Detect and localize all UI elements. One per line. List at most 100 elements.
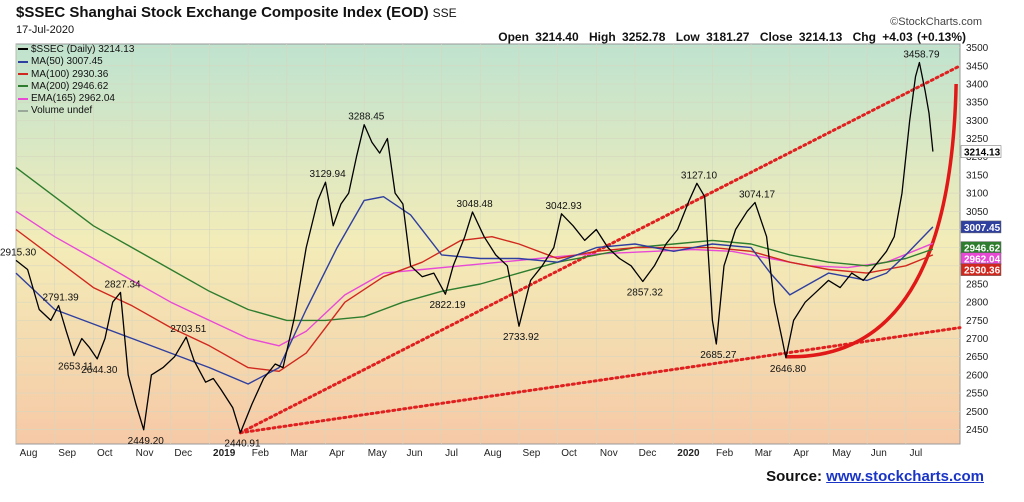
price-annotation: 2915.30 [0,247,37,258]
legend-label: MA(50) 3007.45 [31,56,103,68]
open-label: Open [498,30,529,44]
x-tick-label: Jun [871,448,887,459]
chart-date: 17-Jul-2020 [16,24,75,36]
x-tick-label: May [832,448,851,459]
ohlc-readout: Open 3214.40 High 3252.78 Low 3181.27 Cl… [492,30,966,44]
price-annotation: 2791.39 [43,292,80,303]
x-tick-label: 2019 [213,448,236,459]
x-tick-label: Sep [58,448,76,459]
y-tick-label: 3500 [966,43,989,54]
x-tick-label: Dec [639,448,657,459]
legend-swatch [18,85,28,88]
trendline [238,326,962,435]
legend-item-ma100: MA(100) 2930.36 [18,69,134,81]
price-annotation: 2644.30 [81,365,118,376]
value-badge-label: 2946.62 [964,244,1001,255]
source-label: Source: [766,468,822,485]
x-tick-label: Apr [793,448,809,459]
value-badge-label: 3214.13 [964,148,1001,159]
legend-swatch [18,72,28,75]
low-label: Low [675,30,700,44]
price-annotation: 2822.19 [429,300,466,311]
moving-average-line [15,167,934,322]
low-value: 3181.27 [706,30,750,44]
legend-item-volume: Volume undef [18,105,134,117]
parabolic-curve [785,83,958,359]
y-tick-label: 2450 [966,425,989,436]
chart-title: $SSEC Shanghai Stock Exchange Composite … [16,4,457,21]
open-value: 3214.40 [535,30,579,44]
y-tick-label: 3050 [966,207,989,218]
legend-item-ma200: MA(200) 2946.62 [18,81,134,93]
symbol: $SSEC [16,4,66,21]
price-annotation: 3127.10 [681,170,718,181]
legend-swatch [18,109,28,112]
y-tick-label: 3300 [966,116,989,127]
price-annotation: 2703.51 [170,324,207,335]
high-value: 3252.78 [622,30,666,44]
brand-label: ©StockCharts.com [890,16,982,28]
price-annotation: 2646.80 [770,364,807,375]
y-tick-label: 3350 [966,98,989,109]
y-tick-label: 2500 [966,407,989,418]
price-line [15,61,934,434]
exchange: SSE [432,6,457,20]
x-tick-label: Mar [290,448,308,459]
price-annotation: 3458.79 [903,50,940,61]
price-annotation: 2827.34 [104,279,141,290]
x-tick-label: Nov [600,448,618,459]
price-annotation: 2653.11 [58,362,94,373]
price-annotation: 2733.92 [503,332,540,343]
x-tick-label: Aug [20,448,38,459]
legend-label: EMA(165) 2962.04 [31,93,115,105]
chg-value: +4.03 (+0.13%) [882,30,966,44]
x-tick-label: Nov [136,448,154,459]
value-badge [960,220,1002,234]
price-annotation: 2857.32 [627,287,664,298]
y-tick-label: 3100 [966,189,989,200]
source-note: Source: www.stockcharts.com [766,468,984,485]
legend: $SSEC (Daily) 3214.13 MA(50) 3007.45 MA(… [18,44,134,118]
y-tick-label: 2650 [966,352,989,363]
price-annotation: 3074.17 [739,190,776,201]
legend-item-price: $SSEC (Daily) 3214.13 [18,44,134,56]
value-badge-label: 3007.45 [964,223,1001,234]
close-value: 3214.13 [798,30,843,44]
x-tick-label: Jun [406,448,422,459]
y-tick-label: 2850 [966,280,989,291]
source-link[interactable]: www.stockcharts.com [826,468,984,485]
x-tick-label: Feb [716,448,734,459]
legend-item-ema165: EMA(165) 2962.04 [18,93,134,105]
y-tick-label: 3400 [966,80,989,91]
x-tick-label: Jul [909,448,922,459]
x-tick-label: Mar [755,448,773,459]
legend-item-ma50: MA(50) 3007.45 [18,56,134,68]
price-annotation: 3288.45 [348,112,385,123]
legend-swatch [18,48,28,51]
y-tick-label: 3250 [966,134,989,145]
price-annotation: 2440.91 [224,439,261,450]
trendline [238,64,962,435]
x-tick-label: Apr [329,448,345,459]
price-annotation: 3129.94 [310,169,347,180]
y-tick-label: 2700 [966,334,989,345]
legend-label: Volume undef [31,105,93,117]
y-tick-label: 2600 [966,370,989,381]
y-tick-label: 2800 [966,298,989,309]
moving-average-line [15,210,934,347]
value-badge-label: 2962.04 [964,255,1001,266]
value-badge [960,145,1002,158]
x-tick-label: 2020 [677,448,700,459]
legend-label: MA(200) 2946.62 [31,80,109,92]
y-tick-label: 3450 [966,61,989,72]
x-tick-label: Sep [523,448,541,459]
x-tick-label: May [368,448,387,459]
index-name: Shanghai Stock Exchange Composite Index … [69,4,429,21]
moving-average-line [15,196,934,385]
price-annotation: 2449.20 [128,436,165,447]
price-annotation: 3048.48 [457,199,494,210]
x-tick-label: Aug [484,448,502,459]
x-tick-label: Jul [445,448,458,459]
high-label: High [589,30,616,44]
